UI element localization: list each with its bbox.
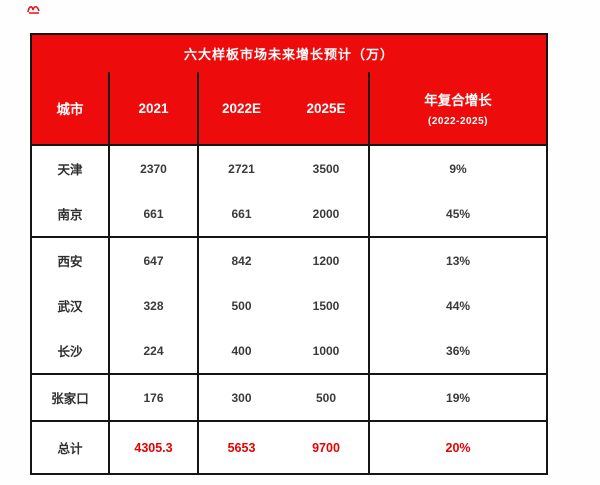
cell-2025e: 9700 xyxy=(284,421,370,474)
col-header-2022e: 2022E xyxy=(198,72,284,146)
table-header-row: 城市 2021 2022E 2025E 年复合增长 (2022-2025) xyxy=(31,72,548,146)
cell-city: 南京 xyxy=(31,191,110,238)
cell-cagr: 19% xyxy=(369,374,548,422)
cell-2021: 328 xyxy=(109,283,199,328)
col-header-2021: 2021 xyxy=(109,72,199,146)
cell-city: 西安 xyxy=(31,237,110,283)
col-header-2025e: 2025E xyxy=(284,72,370,146)
cell-2022e: 5653 xyxy=(198,421,284,474)
cell-cagr: 9% xyxy=(369,145,548,191)
cell-2022e: 2721 xyxy=(198,145,284,191)
cell-cagr: 44% xyxy=(369,283,548,328)
cell-2021: 4305.3 xyxy=(109,421,199,474)
cell-2022e: 300 xyxy=(198,374,284,422)
cagr-header-label: 年复合增长 xyxy=(424,93,492,108)
cagr-header-period: (2022-2025) xyxy=(428,116,489,127)
table-row-zhangjiakou: 张家口 176 300 500 19% xyxy=(31,374,548,422)
cell-city: 武汉 xyxy=(31,283,110,328)
red-corner-mark xyxy=(27,5,40,14)
cell-2025e: 1200 xyxy=(284,237,370,283)
cell-city: 张家口 xyxy=(31,374,110,422)
table-row-xian: 西安 647 842 1200 13% xyxy=(31,237,548,283)
cell-cagr: 13% xyxy=(369,237,548,283)
table-title-row: 六大样板市场未来增长预计（万） xyxy=(31,34,548,72)
cell-city: 长沙 xyxy=(31,328,110,375)
cell-2022e: 400 xyxy=(198,328,284,375)
cell-2025e: 1500 xyxy=(284,283,370,328)
col-header-city: 城市 xyxy=(31,72,110,146)
table-row-nanjing: 南京 661 661 2000 45% xyxy=(31,191,548,238)
cell-2021: 176 xyxy=(109,374,199,422)
cell-2022e: 661 xyxy=(198,191,284,238)
cell-2025e: 500 xyxy=(284,374,370,422)
cell-cagr: 45% xyxy=(369,191,548,238)
col-header-cagr: 年复合增长 (2022-2025) xyxy=(369,72,548,146)
table-row-changsha: 长沙 224 400 1000 36% xyxy=(31,328,548,375)
cell-cagr: 36% xyxy=(369,328,548,375)
table-row-total: 总计 4305.3 5653 9700 20% xyxy=(31,421,548,474)
table-title: 六大样板市场未来增长预计（万） xyxy=(31,34,548,72)
cell-2021: 661 xyxy=(109,191,199,238)
table-row-tianjin: 天津 2370 2721 3500 9% xyxy=(31,145,548,191)
table-row-wuhan: 武汉 328 500 1500 44% xyxy=(31,283,548,328)
cell-2025e: 1000 xyxy=(284,328,370,375)
cell-2021: 2370 xyxy=(109,145,199,191)
cell-2021: 224 xyxy=(109,328,199,375)
cell-city: 总计 xyxy=(31,421,110,474)
cell-city: 天津 xyxy=(31,145,110,191)
cell-cagr: 20% xyxy=(369,421,548,474)
cell-2025e: 2000 xyxy=(284,191,370,238)
cell-2022e: 500 xyxy=(198,283,284,328)
cell-2022e: 842 xyxy=(198,237,284,283)
cell-2025e: 3500 xyxy=(284,145,370,191)
cell-2021: 647 xyxy=(109,237,199,283)
growth-forecast-table: 六大样板市场未来增长预计（万） 城市 2021 2022E 2025E 年复合增… xyxy=(30,33,549,475)
